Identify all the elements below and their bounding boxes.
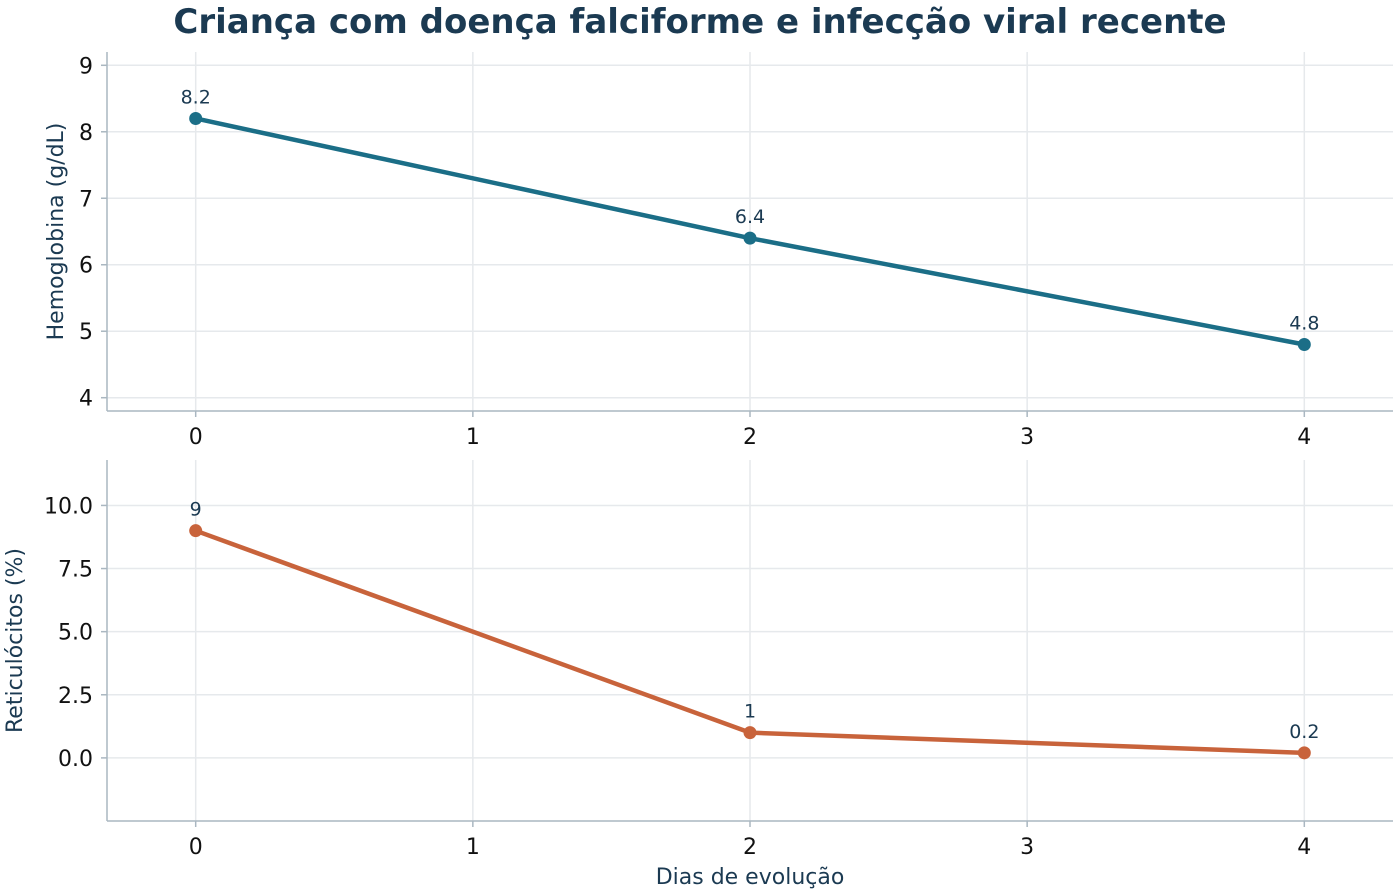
x-tick-label: 1 bbox=[466, 425, 480, 450]
data-point bbox=[743, 231, 757, 245]
x-tick-label: 4 bbox=[1297, 425, 1311, 450]
x-tick-label: 0 bbox=[189, 425, 203, 450]
x-tick-label: 2 bbox=[743, 835, 757, 860]
x-tick-label: 3 bbox=[1020, 425, 1034, 450]
x-tick-label: 1 bbox=[466, 835, 480, 860]
y-tick-label: 4 bbox=[79, 387, 93, 412]
data-label: 9 bbox=[190, 499, 202, 521]
data-label: 4.8 bbox=[1289, 313, 1319, 335]
data-label: 0.2 bbox=[1289, 721, 1319, 743]
y-tick-label: 5 bbox=[79, 320, 93, 345]
y-tick-label: 10.0 bbox=[44, 494, 93, 519]
data-label: 6.4 bbox=[735, 206, 765, 228]
y-tick-label: 9 bbox=[79, 54, 93, 79]
data-label: 8.2 bbox=[181, 86, 211, 108]
data-point bbox=[189, 111, 203, 125]
y-tick-label: 5.0 bbox=[58, 621, 93, 646]
x-tick-label: 4 bbox=[1297, 835, 1311, 860]
y-tick-label: 7 bbox=[79, 187, 93, 212]
y-tick-label: 7.5 bbox=[58, 558, 93, 583]
y-axis-label: Reticulócitos (%) bbox=[3, 548, 28, 733]
data-label: 1 bbox=[744, 701, 756, 723]
y-tick-label: 2.5 bbox=[58, 684, 93, 709]
x-tick-label: 0 bbox=[189, 835, 203, 860]
x-tick-label: 3 bbox=[1020, 835, 1034, 860]
y-tick-label: 0.0 bbox=[58, 747, 93, 772]
x-axis-label: Dias de evolução bbox=[656, 865, 845, 890]
x-tick-label: 2 bbox=[743, 425, 757, 450]
data-point bbox=[1297, 338, 1311, 352]
y-tick-label: 8 bbox=[79, 121, 93, 146]
chart-title: Criança com doença falciforme e infecção… bbox=[173, 2, 1227, 42]
data-point bbox=[1297, 746, 1311, 760]
y-axis-label: Hemoglobina (g/dL) bbox=[44, 123, 69, 341]
data-point bbox=[189, 524, 203, 538]
data-point bbox=[743, 726, 757, 740]
y-tick-label: 6 bbox=[79, 254, 93, 279]
